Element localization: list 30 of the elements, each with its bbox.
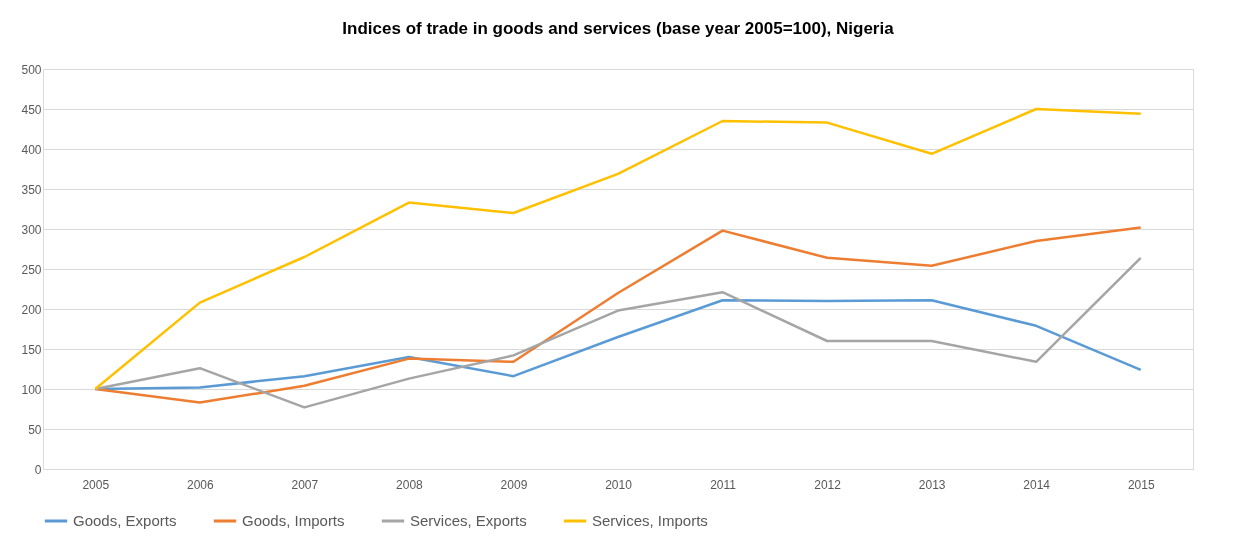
- line-series: [94, 256, 1142, 409]
- y-tick-label: 300: [21, 222, 42, 237]
- legend-label: Services, Exports: [410, 512, 527, 529]
- line-series: [94, 107, 1142, 391]
- line-series: [94, 226, 1142, 404]
- y-tick-label: 500: [21, 62, 42, 77]
- legend-label: Goods, Exports: [73, 512, 177, 529]
- x-tick-label: 2009: [500, 477, 528, 492]
- y-tick-label: 150: [21, 342, 42, 357]
- y-tick-label: 50: [28, 422, 42, 437]
- x-tick-label: 2014: [1023, 477, 1051, 492]
- x-tick-label: 2006: [186, 477, 214, 492]
- x-tick-label: 2010: [605, 477, 633, 492]
- y-tick-label: 100: [21, 382, 42, 397]
- y-tick-label: 200: [21, 302, 42, 317]
- x-tick-label: 2012: [814, 477, 842, 492]
- x-tick-label: 2005: [82, 477, 110, 492]
- legend-label: Services, Imports: [592, 512, 708, 529]
- chart-title: Indices of trade in goods and services (base year 2005=100), Nigeria: [342, 19, 895, 38]
- legend-label: Goods, Imports: [242, 512, 345, 529]
- y-tick-label: 0: [34, 462, 42, 477]
- x-tick-label: 2008: [396, 477, 424, 492]
- y-tick-label: 400: [21, 142, 42, 157]
- x-tick-label: 2015: [1127, 477, 1155, 492]
- x-tick-label: 2013: [918, 477, 946, 492]
- y-tick-label: 450: [21, 102, 42, 117]
- x-tick-label: 2011: [710, 477, 737, 492]
- y-tick-label: 250: [21, 262, 42, 277]
- y-tick-label: 350: [21, 182, 42, 197]
- x-tick-label: 2007: [291, 477, 319, 492]
